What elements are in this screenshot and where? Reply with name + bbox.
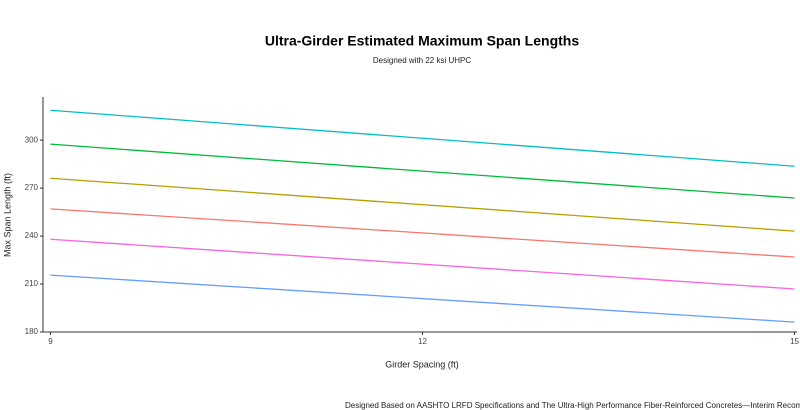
series-line [50,177,795,232]
y-tick-label: 180 [25,327,39,336]
y-axis-label: Max Span Length (ft) [2,173,12,257]
series-line [50,143,795,199]
chart-title: Ultra-Girder Estimated Maximum Span Leng… [265,33,579,49]
x-tick-label: 12 [418,337,427,346]
y-tick-label: 240 [25,231,39,240]
caption: Designed Based on AASHTO LRFD Specificat… [345,401,800,410]
y-tick-label: 270 [25,183,39,192]
x-tick-label: 9 [48,337,53,346]
series-line [50,274,795,323]
series-line [50,238,795,290]
y-tick-label: 300 [25,135,39,144]
series-line [50,208,795,258]
x-axis-label: Girder Spacing (ft) [385,359,459,369]
y-tick-label: 210 [25,279,39,288]
x-tick-label: 15 [790,337,799,346]
series-line [50,109,795,167]
chart-subtitle: Designed with 22 ksi UHPC [373,56,471,65]
